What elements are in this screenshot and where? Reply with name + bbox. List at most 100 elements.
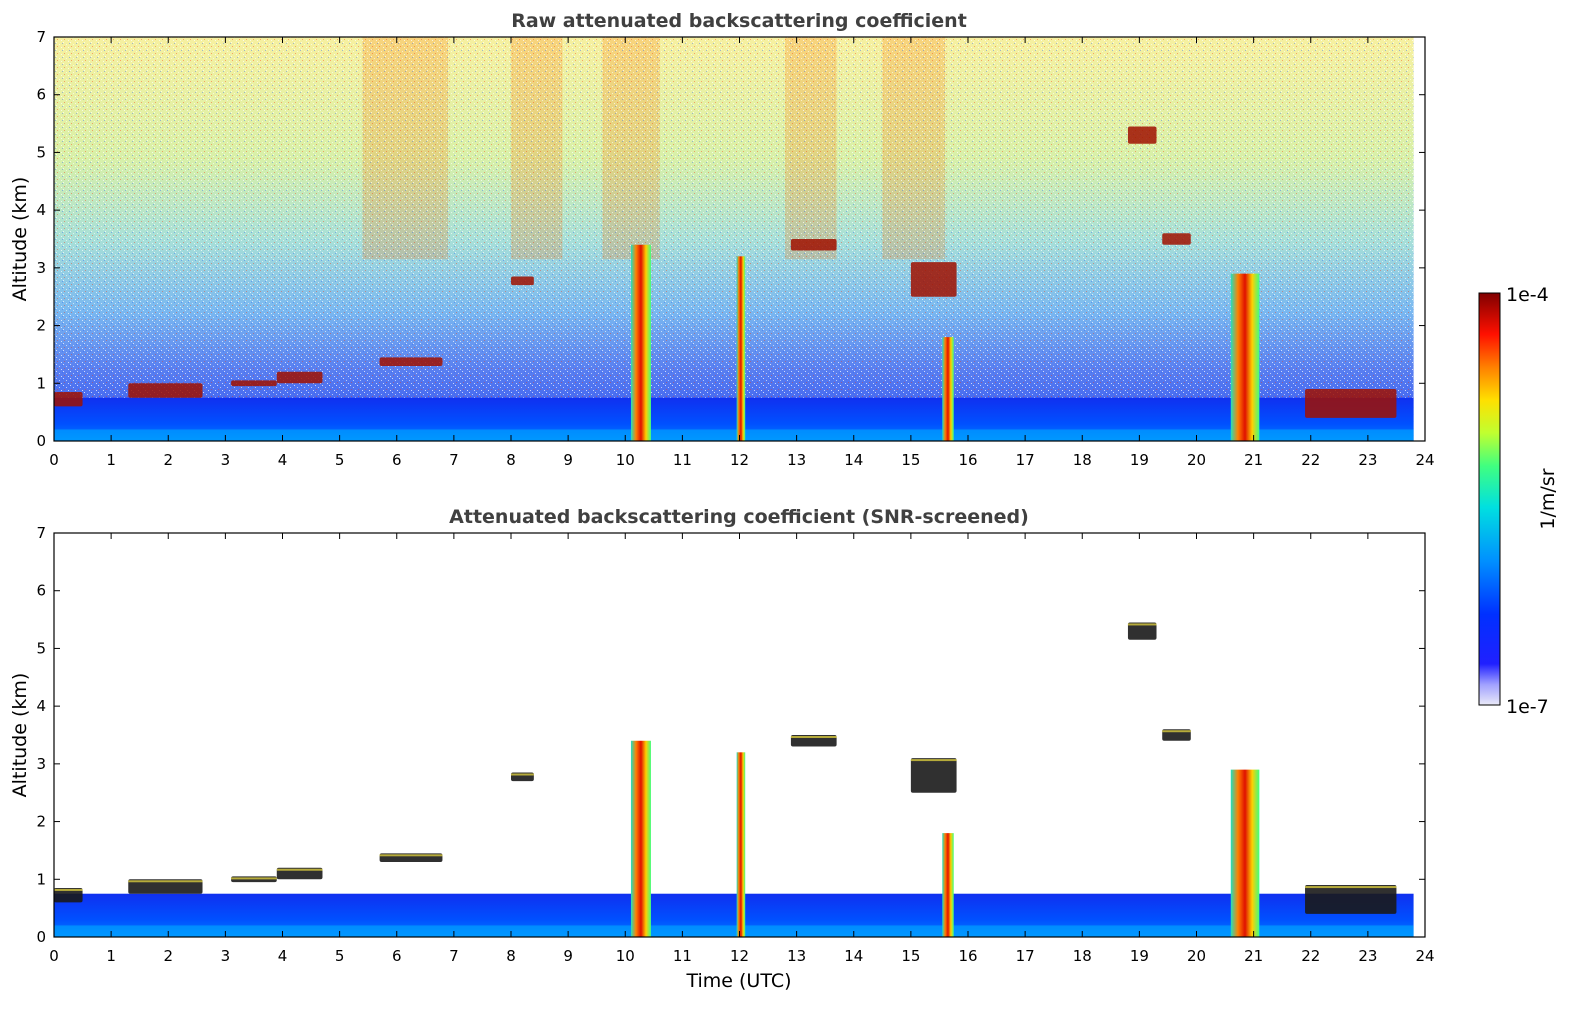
- cloud-layer: [910, 262, 957, 297]
- cloud-layer-edge: [790, 736, 837, 738]
- x-tick-label: 11: [673, 947, 692, 965]
- x-tick-label: 7: [449, 451, 459, 469]
- x-tick-label: 3: [221, 451, 231, 469]
- cloud-layer-edge: [1127, 623, 1157, 626]
- cloud-layer: [1127, 622, 1157, 640]
- cloud-layer: [1162, 233, 1191, 245]
- y-tick-label: 6: [36, 86, 46, 104]
- x-tick-label: 4: [278, 451, 288, 469]
- panel1-x-axis: 0 1 2 3 4 5 6 7 8 9 10 11 12 13 14 15 16 17 18 19 20 21 22 23 24: [49, 37, 1435, 469]
- panel2-xlabel: Time (UTC): [685, 970, 791, 992]
- panel1-ylabel: Altitude (km): [9, 177, 31, 302]
- y-tick-label: 6: [36, 582, 46, 600]
- cloud-layer: [790, 239, 837, 251]
- cloud-layer: [128, 383, 203, 398]
- y-tick-label: 5: [36, 639, 46, 657]
- cloud-layer-edge: [54, 888, 83, 891]
- x-tick-label: 6: [392, 451, 402, 469]
- x-tick-label: 13: [787, 451, 806, 469]
- x-tick-label: 0: [49, 947, 59, 965]
- precipitation-column: [630, 244, 651, 441]
- precipitation-column: [1230, 769, 1260, 937]
- y-tick-label: 2: [36, 813, 46, 831]
- x-tick-label: 2: [163, 451, 173, 469]
- raw-boundary-layer: [54, 397, 1414, 441]
- x-tick-label: 9: [563, 451, 573, 469]
- x-tick-label: 1: [106, 451, 116, 469]
- panel2-x-axis: 0 1 2 3 4 5 6 7 8 9 10 11 12 13 14 15 16 17 18 19 20 21 22 23 24: [49, 533, 1435, 965]
- panel2-plot-area: [54, 622, 1414, 937]
- screened-cloud-layers: [54, 622, 1397, 914]
- screened-boundary-layer: [54, 893, 1414, 937]
- x-tick-label: 24: [1415, 451, 1434, 469]
- x-tick-label: 22: [1301, 947, 1320, 965]
- y-tick-label: 2: [36, 317, 46, 335]
- y-tick-label: 3: [36, 259, 46, 277]
- x-tick-label: 2: [163, 947, 173, 965]
- cloud-layer: [128, 879, 203, 894]
- screened-backscatter-panel: Attenuated backscattering coefficient (S…: [9, 506, 1435, 992]
- x-tick-label: 18: [1073, 947, 1092, 965]
- x-tick-label: 7: [449, 947, 459, 965]
- cloud-layer: [511, 276, 534, 286]
- x-tick-label: 5: [335, 451, 345, 469]
- cloud-layer-edge: [910, 759, 957, 762]
- x-tick-label: 23: [1358, 947, 1377, 965]
- precipitation-column: [736, 256, 746, 441]
- panel2-title: Attenuated backscattering coefficient (S…: [449, 506, 1029, 528]
- cloud-layer-edge: [1305, 886, 1397, 889]
- x-tick-label: 24: [1415, 947, 1434, 965]
- y-tick-label: 1: [36, 374, 46, 392]
- x-tick-label: 16: [958, 947, 977, 965]
- x-tick-label: 6: [392, 947, 402, 965]
- x-tick-label: 12: [730, 451, 749, 469]
- colorbar-unit-label: 1/m/sr: [1537, 468, 1559, 529]
- x-tick-label: 22: [1301, 451, 1320, 469]
- x-tick-label: 19: [1130, 947, 1149, 965]
- x-tick-label: 11: [673, 451, 692, 469]
- x-tick-label: 20: [1187, 947, 1206, 965]
- x-tick-label: 15: [901, 947, 920, 965]
- x-tick-label: 5: [335, 947, 345, 965]
- precipitation-column: [942, 833, 954, 937]
- cloud-layer-edge: [231, 877, 277, 880]
- x-tick-label: 19: [1130, 451, 1149, 469]
- y-tick-label: 7: [36, 524, 46, 542]
- x-tick-label: 21: [1244, 451, 1263, 469]
- raw-cloud-layers: [54, 126, 1397, 418]
- x-tick-label: 3: [221, 947, 231, 965]
- x-tick-label: 20: [1187, 451, 1206, 469]
- cloud-layer: [910, 758, 957, 793]
- colorbar: 1e-4 1e-7 1/m/sr: [1478, 284, 1559, 718]
- x-tick-label: 9: [563, 947, 573, 965]
- colorbar-gradient: [1478, 292, 1501, 706]
- panel1-plot-area: [54, 37, 1414, 441]
- x-tick-label: 23: [1358, 451, 1377, 469]
- y-tick-label: 5: [36, 143, 46, 161]
- cloud-layer-edge: [379, 854, 443, 857]
- x-tick-label: 15: [901, 451, 920, 469]
- panel1-y-axis: 0 1 2 3 4 5 6 7: [36, 28, 1425, 450]
- colorbar-max-label: 1e-4: [1506, 284, 1549, 306]
- y-tick-label: 1: [36, 870, 46, 888]
- cloud-layer: [231, 380, 277, 387]
- cloud-layer: [379, 357, 443, 366]
- y-tick-label: 4: [36, 697, 46, 715]
- precipitation-column: [942, 337, 954, 441]
- raw-backscatter-panel: Raw attenuated backscattering coefficien…: [9, 10, 1435, 469]
- x-tick-label: 16: [958, 451, 977, 469]
- x-tick-label: 18: [1073, 451, 1092, 469]
- cloud-layer: [54, 391, 83, 407]
- panel1-title: Raw attenuated backscattering coefficien…: [511, 10, 967, 32]
- x-tick-label: 14: [844, 451, 863, 469]
- x-tick-label: 10: [616, 451, 635, 469]
- x-tick-label: 17: [1016, 451, 1035, 469]
- x-tick-label: 8: [506, 451, 516, 469]
- x-tick-label: 8: [506, 947, 516, 965]
- precipitation-column: [736, 752, 746, 937]
- precipitation-column: [630, 740, 651, 937]
- panel2-ylabel: Altitude (km): [9, 673, 31, 798]
- raw-precipitation-columns: [630, 244, 1260, 441]
- x-tick-label: 21: [1244, 947, 1263, 965]
